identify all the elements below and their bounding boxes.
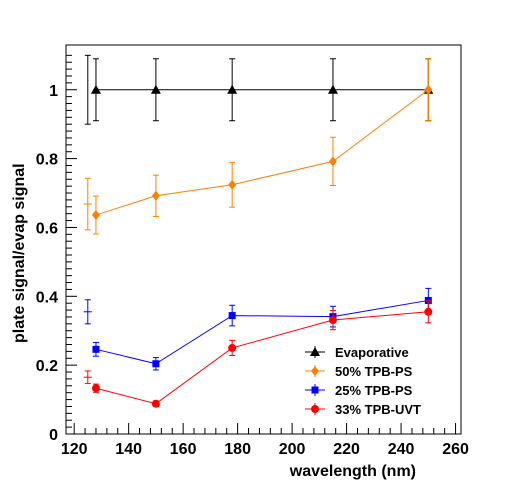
legend: Evaporative 50% TPB-PS 25% TPB-PS 33% TPB-U… bbox=[305, 345, 421, 417]
x-tick-label: 160 bbox=[170, 441, 197, 458]
data-point bbox=[90, 84, 101, 94]
y-tick-label: 0.2 bbox=[36, 358, 58, 375]
legend-marker bbox=[311, 366, 319, 376]
data-point bbox=[228, 312, 236, 320]
data-point bbox=[152, 360, 160, 368]
extra-points bbox=[83, 54, 92, 384]
data-point bbox=[151, 190, 160, 201]
data-point bbox=[424, 307, 433, 316]
x-axis: 120 140 160 180 200 220 240 260 bbox=[61, 423, 469, 458]
x-tick-label: 260 bbox=[442, 441, 469, 458]
data-point bbox=[328, 156, 337, 167]
y-tick-label: 1 bbox=[49, 83, 58, 100]
series-layer bbox=[90, 58, 434, 408]
x-tick-label: 200 bbox=[279, 441, 306, 458]
legend-label: 50% TPB-PS bbox=[335, 364, 413, 379]
data-point bbox=[151, 399, 160, 408]
legend-marker bbox=[311, 386, 319, 394]
x-tick-label: 240 bbox=[388, 441, 415, 458]
series-line bbox=[95, 89, 429, 216]
y-tick-label: 0.8 bbox=[36, 152, 58, 169]
legend-label: 33% TPB-UVT bbox=[335, 402, 421, 417]
legend-entry-25-tpb-ps: 25% TPB-PS bbox=[305, 383, 413, 398]
legend-label: 25% TPB-PS bbox=[335, 383, 413, 398]
data-point bbox=[327, 84, 338, 94]
legend-entry-evaporative: Evaporative bbox=[305, 345, 409, 360]
data-point bbox=[228, 179, 237, 190]
legend-marker bbox=[311, 405, 319, 413]
legend-entry-50-tpb-ps: 50% TPB-PS bbox=[305, 364, 413, 379]
x-tick-label: 140 bbox=[115, 441, 142, 458]
y-axis-title: plate signal/evap signal bbox=[11, 163, 28, 343]
x-tick-label: 180 bbox=[224, 441, 251, 458]
series-33-tpb-uvt bbox=[91, 300, 433, 408]
legend-marker bbox=[310, 347, 320, 356]
legend-entry-33-tpb-uvt: 33% TPB-UVT bbox=[305, 402, 421, 417]
series-evaporative bbox=[90, 58, 434, 122]
y-axis: 0 0.2 0.4 0.6 0.8 1 bbox=[36, 54, 77, 444]
data-point bbox=[91, 384, 100, 393]
data-point bbox=[424, 84, 433, 95]
data-point bbox=[92, 345, 100, 353]
legend-label: Evaporative bbox=[335, 345, 409, 360]
data-point bbox=[228, 343, 237, 352]
data-point bbox=[227, 84, 238, 94]
y-tick-label: 0.6 bbox=[36, 220, 58, 237]
x-tick-label: 220 bbox=[333, 441, 360, 458]
data-point bbox=[328, 316, 337, 325]
x-axis-title: wavelength (nm) bbox=[289, 463, 416, 480]
series-50-tpb-ps bbox=[91, 58, 433, 235]
x-tick-label: 120 bbox=[61, 441, 88, 458]
plot-frame bbox=[65, 44, 462, 435]
y-tick-label: 0 bbox=[49, 427, 58, 444]
y-tick-label: 0.4 bbox=[36, 289, 58, 306]
data-point bbox=[150, 84, 161, 94]
data-point bbox=[91, 210, 100, 221]
